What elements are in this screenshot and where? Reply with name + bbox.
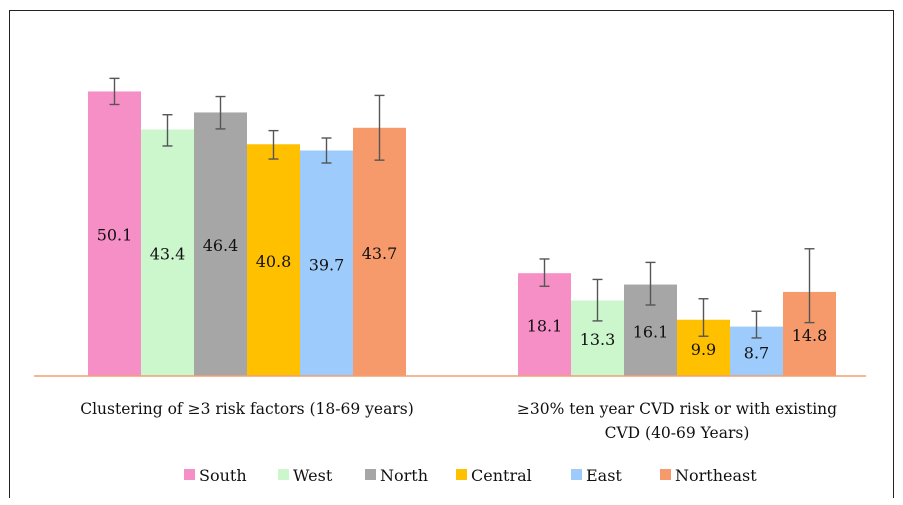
error-bar-northeast-2 — [804, 248, 815, 324]
data-label-east-1: 39.7 — [309, 255, 345, 274]
data-label-central-2: 9.9 — [691, 340, 716, 359]
legend-label-south: South — [199, 466, 247, 485]
legend-item-northeast: Northeast — [660, 466, 757, 485]
legend-label-west: West — [293, 466, 333, 485]
bar-northeast-1 — [353, 127, 406, 376]
error-bar-central-2 — [698, 298, 709, 337]
data-label-north-1: 46.4 — [203, 236, 239, 255]
category-label-2-line-2: CVD (40-69 Years) — [605, 424, 750, 442]
error-bar-north-2 — [645, 261, 656, 306]
legend: South West North Central East Northeast — [184, 466, 757, 485]
legend-label-east: East — [586, 466, 622, 485]
legend-item-east: East — [571, 466, 622, 485]
legend-swatch-northeast — [660, 469, 671, 480]
error-bar-central-1 — [268, 129, 279, 160]
category-label-1-line-1: Clustering of ≥3 risk factors (18-69 yea… — [80, 400, 414, 418]
bars-layer — [88, 91, 836, 376]
legend-swatch-south — [184, 469, 195, 480]
error-bar-northeast-1 — [374, 94, 385, 161]
data-label-north-2: 16.1 — [633, 322, 669, 341]
error-bars-layer — [109, 77, 815, 339]
error-bar-north-1 — [215, 95, 226, 130]
error-bar-west-1 — [162, 114, 173, 147]
bar-north-1 — [194, 112, 247, 376]
legend-item-central: Central — [456, 466, 532, 485]
bar-central-1 — [247, 144, 300, 376]
legend-swatch-west — [278, 469, 289, 480]
legend-swatch-east — [571, 469, 582, 480]
bar-east-1 — [300, 150, 353, 376]
category-labels-layer: Clustering of ≥3 risk factors (18-69 yea… — [80, 400, 837, 442]
legend-label-north: North — [380, 466, 428, 485]
error-bar-south-1 — [109, 77, 120, 106]
data-labels-layer: 50.1 18.1 43.4 13.3 46.4 16.1 40.8 9.9 39.7 8.7 43… — [97, 226, 828, 363]
data-label-south-1: 50.1 — [97, 226, 133, 245]
data-label-west-1: 43.4 — [150, 245, 186, 264]
legend-swatch-central — [456, 469, 467, 480]
data-label-east-2: 8.7 — [744, 343, 769, 362]
bar-south-2 — [518, 273, 571, 376]
data-label-west-2: 13.3 — [580, 330, 616, 349]
legend-item-north: North — [365, 466, 428, 485]
data-label-northeast-2: 14.8 — [792, 326, 828, 345]
legend-item-west: West — [278, 466, 333, 485]
legend-label-central: Central — [471, 466, 532, 485]
data-label-central-1: 40.8 — [256, 252, 292, 271]
bar-west-1 — [141, 129, 194, 376]
error-bar-west-2 — [592, 278, 603, 322]
legend-label-northeast: Northeast — [675, 466, 757, 485]
error-bar-south-2 — [539, 258, 550, 287]
data-label-northeast-1: 43.7 — [362, 244, 398, 263]
error-bar-east-1 — [321, 137, 332, 164]
data-label-south-2: 18.1 — [527, 317, 563, 336]
legend-swatch-north — [365, 469, 376, 480]
bar-south-1 — [88, 91, 141, 376]
legend-item-south: South — [184, 466, 247, 485]
error-bar-east-2 — [751, 310, 762, 339]
category-label-2-line-1: ≥30% ten year CVD risk or with existing — [517, 400, 837, 418]
